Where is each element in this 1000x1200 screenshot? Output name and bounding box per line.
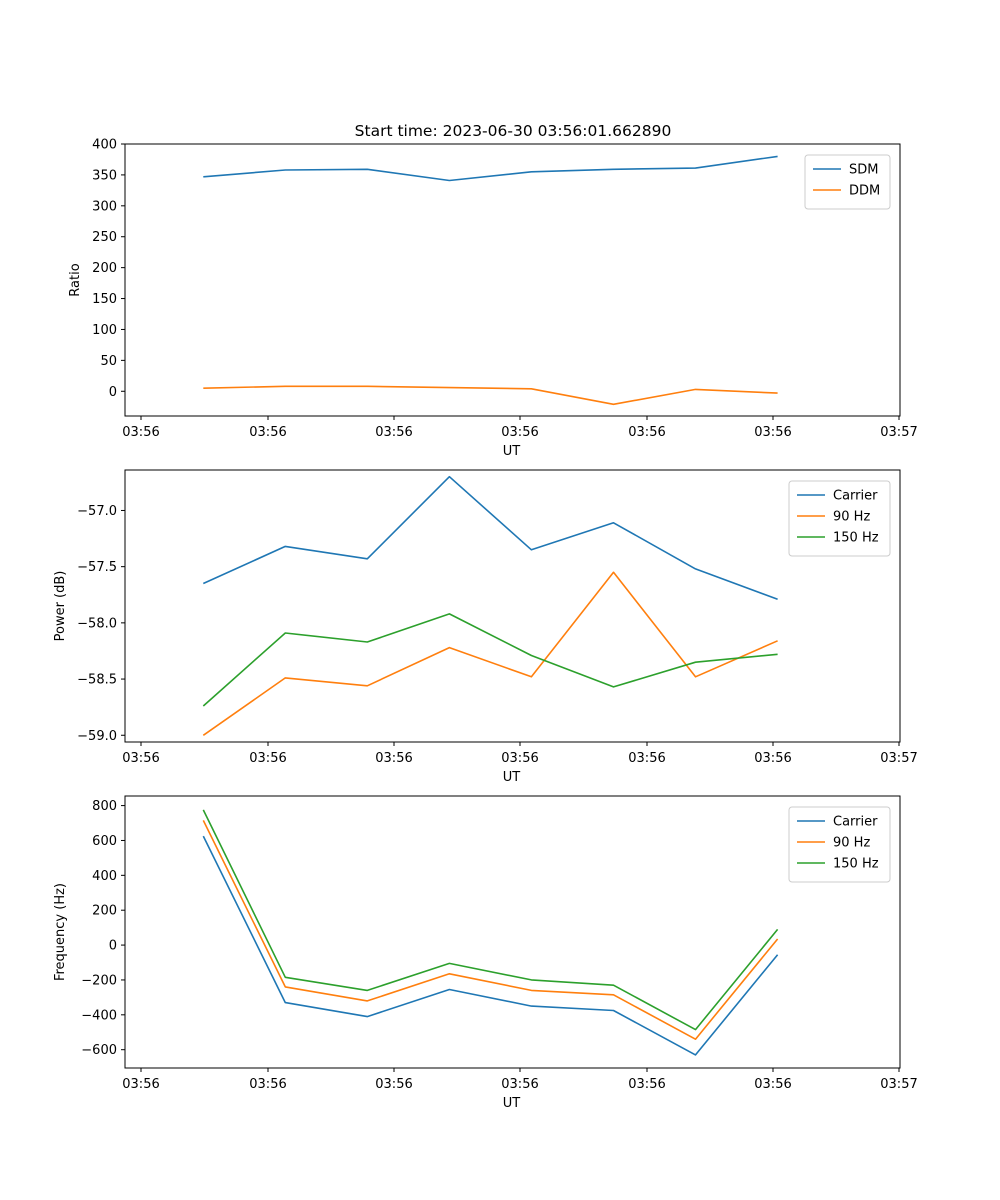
y-tick-label: 400 <box>92 138 117 153</box>
legend-label-carrier: Carrier <box>833 489 878 504</box>
legend-label-90-hz: 90 Hz <box>833 836 870 851</box>
x-axis-label: UT <box>503 1096 521 1111</box>
y-axis-label: Ratio <box>68 263 83 296</box>
y-tick-label: −57.5 <box>77 560 117 575</box>
y-axis-label: Frequency (Hz) <box>53 883 68 981</box>
x-tick-label: 03:56 <box>122 425 159 440</box>
power-panel: −59.0 −58.5 −58.0 −57.5 −57.0 03:56 03:56 03:56… <box>53 469 918 785</box>
x-tick-label: 03:56 <box>754 1077 791 1092</box>
y-tick-label: 250 <box>92 230 117 245</box>
y-tick-label: 0 <box>109 939 117 954</box>
legend: Carrier 90 Hz 150 Hz <box>788 480 891 557</box>
y-tick-label: 100 <box>92 323 117 338</box>
x-tick-label: 03:56 <box>754 751 791 766</box>
series-line-90-hz <box>202 571 778 736</box>
legend: Carrier 90 Hz 150 Hz <box>788 806 891 883</box>
x-tick-label: 03:56 <box>249 425 286 440</box>
x-tick-label: 03:57 <box>880 1077 917 1092</box>
legend-label-90-hz: 90 Hz <box>833 510 870 525</box>
y-tick-label: 400 <box>92 869 117 884</box>
y-tick-label: 300 <box>92 199 117 214</box>
series-line-150-hz <box>202 809 779 1031</box>
series-line-sdm <box>203 155 778 182</box>
y-tick-label: 0 <box>109 385 117 400</box>
y-tick-label: 200 <box>92 261 117 276</box>
x-tick-label: 03:56 <box>249 751 286 766</box>
plot-frame <box>124 795 901 1069</box>
series-line-150-hz <box>202 613 778 707</box>
x-tick-label: 03:57 <box>880 751 917 766</box>
y-tick-label: 50 <box>100 354 117 369</box>
y-tick-label: −200 <box>81 973 117 988</box>
y-tick-label: 200 <box>92 904 117 919</box>
series-line-carrier <box>202 475 778 601</box>
y-tick-label: −600 <box>81 1043 117 1058</box>
legend-label-sdm: SDM <box>849 163 878 178</box>
x-axis-label: UT <box>503 444 521 459</box>
ratio-panel: 0 50 100 150 200 250 300 350 400 03:56 03:56 03:56 0… <box>68 138 918 460</box>
x-tick-label: 03:56 <box>628 1077 665 1092</box>
series-line-ddm <box>203 385 778 406</box>
y-tick-label: 600 <box>92 834 117 849</box>
y-tick-label: −58.5 <box>77 673 117 688</box>
y-axis-label: Power (dB) <box>53 571 68 642</box>
x-tick-label: 03:56 <box>375 1077 412 1092</box>
y-tick-label: 800 <box>92 799 117 814</box>
y-tick-label: −59.0 <box>77 729 117 744</box>
x-tick-label: 03:56 <box>501 751 538 766</box>
x-axis-label: UT <box>503 770 521 785</box>
y-tick-label: −400 <box>81 1008 117 1023</box>
x-tick-label: 03:56 <box>501 1077 538 1092</box>
plot-frame <box>124 469 901 743</box>
y-tick-label: 150 <box>92 292 117 307</box>
figure-title: Start time: 2023-06-30 03:56:01.662890 <box>355 122 672 140</box>
y-tick-label: −58.0 <box>77 616 117 631</box>
y-tick-label: −57.0 <box>77 504 117 519</box>
x-tick-label: 03:56 <box>754 425 791 440</box>
legend-label-150-hz: 150 Hz <box>833 531 879 546</box>
plot-frame <box>124 143 901 417</box>
legend-label-carrier: Carrier <box>833 815 878 830</box>
legend: SDM DDM <box>804 154 891 210</box>
legend-label-ddm: DDM <box>849 184 880 199</box>
x-tick-label: 03:56 <box>249 1077 286 1092</box>
legend-label-150-hz: 150 Hz <box>833 857 879 872</box>
x-tick-label: 03:57 <box>880 425 917 440</box>
x-tick-label: 03:56 <box>628 425 665 440</box>
frequency-panel: −600 −400 −200 0 200 400 600 800 03:56 03:56 03:56… <box>53 795 918 1111</box>
x-tick-label: 03:56 <box>628 751 665 766</box>
x-tick-label: 03:56 <box>122 751 159 766</box>
series-line-90-hz <box>202 820 779 1040</box>
series-line-carrier <box>202 835 779 1056</box>
x-tick-label: 03:56 <box>501 425 538 440</box>
x-tick-label: 03:56 <box>375 425 412 440</box>
y-tick-label: 350 <box>92 168 117 183</box>
x-tick-label: 03:56 <box>122 1077 159 1092</box>
x-tick-label: 03:56 <box>375 751 412 766</box>
